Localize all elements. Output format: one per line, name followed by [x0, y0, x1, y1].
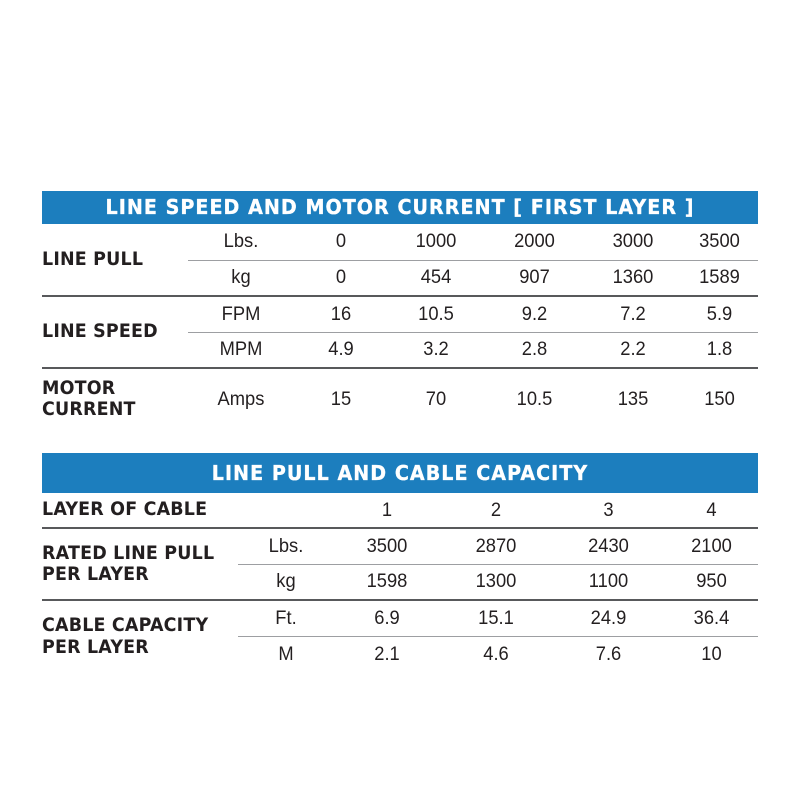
data-cell: 1598	[337, 563, 437, 600]
table-row: MPM 4.9 3.2 2.8 2.2 1.8	[42, 331, 758, 368]
data-cell: 7.6	[555, 635, 662, 672]
table-2-title: LINE PULL AND CABLE CAPACITY	[67, 453, 733, 493]
data-cell: 1	[381, 498, 393, 521]
table-row: LINE PULL Lbs. 0 1000 2000 3000 3500	[42, 224, 758, 269]
data-cell: 4.9	[296, 331, 386, 368]
table-row: kg 1598 1300 1100 950	[42, 563, 758, 600]
data-cell: 0	[296, 259, 386, 296]
data-cell: 1589	[683, 259, 756, 296]
unit-cell	[241, 493, 331, 528]
unit-cell: Ft.	[240, 599, 332, 636]
data-cell: 2870	[443, 527, 549, 564]
table-line-speed-motor-current: LINE SPEED AND MOTOR CURRENT [ FIRST LAY…	[42, 191, 758, 429]
data-cell: 3500	[699, 230, 740, 253]
data-cell: 2.1	[337, 635, 437, 672]
data-cell: 2000	[514, 230, 555, 253]
unit-cell: Lbs.	[240, 527, 332, 564]
data-cell: 3500	[337, 527, 437, 564]
data-cell: 907	[487, 259, 582, 296]
data-cell: 2	[490, 498, 502, 521]
data-cell: 3.2	[390, 331, 482, 368]
table-2-body: LAYER OF CABLE 1 2 3 4 RATED LINE PULL P…	[42, 493, 758, 672]
data-cell: 70	[390, 367, 482, 429]
row-label-rated-line-pull-per-layer: RATED LINE PULL PER LAYER	[42, 527, 223, 600]
table-1-title: LINE SPEED AND MOTOR CURRENT [ FIRST LAY…	[67, 191, 733, 224]
row-label-line-pull: LINE PULL	[42, 247, 144, 270]
data-cell: 7.2	[587, 295, 679, 332]
unit-cell: FPM	[191, 295, 291, 332]
data-cell: 4.6	[443, 635, 549, 672]
data-cell: 1300	[443, 563, 549, 600]
row-label-motor-current: MOTOR CURRENT	[42, 367, 177, 429]
data-cell: 1000	[415, 230, 457, 253]
data-cell: 2430	[555, 527, 662, 564]
unit-cell: M	[240, 635, 332, 672]
data-cell: 2.2	[587, 331, 679, 368]
unit-cell: kg	[240, 563, 332, 600]
table-row: M 2.1 4.6 7.6 10	[42, 635, 758, 672]
data-cell: 10	[667, 635, 756, 672]
row-label-layer-of-cable: LAYER OF CABLE	[42, 498, 208, 521]
data-cell: 6.9	[337, 599, 437, 636]
data-cell: 454	[390, 259, 482, 296]
data-cell: 3000	[612, 230, 654, 253]
data-cell: 1360	[587, 259, 679, 296]
data-cell: 15	[296, 367, 386, 429]
data-cell: 0	[335, 230, 347, 253]
data-cell: 5.9	[683, 295, 756, 332]
table-row: MOTOR CURRENT Amps 15 70 10.5 135 150	[42, 367, 758, 429]
table-2-header-bar: LINE PULL AND CABLE CAPACITY	[42, 453, 758, 493]
row-label-line-speed: LINE SPEED	[42, 295, 177, 368]
table-row: LINE SPEED FPM 16 10.5 9.2 7.2 5.9	[42, 295, 758, 368]
specification-tables: LINE SPEED AND MOTOR CURRENT [ FIRST LAY…	[42, 191, 758, 672]
table-row: kg 0 454 907 1360 1589	[42, 259, 758, 296]
table-line-pull-cable-capacity: LINE PULL AND CABLE CAPACITY LAYER OF CA…	[42, 453, 758, 672]
unit-cell: kg	[191, 259, 291, 296]
unit-cell: Lbs.	[223, 230, 259, 253]
data-cell: 2100	[667, 527, 756, 564]
data-cell: 10.5	[487, 367, 582, 429]
data-cell: 24.9	[555, 599, 662, 636]
unit-cell: MPM	[191, 331, 291, 368]
data-cell: 150	[683, 367, 756, 429]
table-row: LAYER OF CABLE 1 2 3 4	[42, 493, 758, 528]
data-cell: 36.4	[667, 599, 756, 636]
data-cell: 10.5	[390, 295, 482, 332]
data-cell: 3	[603, 498, 614, 521]
row-label-cable-capacity-per-layer: CABLE CAPACITY PER LAYER	[42, 599, 223, 672]
data-cell: 9.2	[487, 295, 582, 332]
data-cell: 4	[706, 498, 717, 521]
unit-cell: Amps	[191, 367, 291, 429]
data-cell: 15.1	[443, 599, 549, 636]
data-cell: 2.8	[487, 331, 582, 368]
table-1-header-bar: LINE SPEED AND MOTOR CURRENT [ FIRST LAY…	[42, 191, 758, 224]
table-spacer	[42, 429, 758, 453]
table-row: RATED LINE PULL PER LAYER Lbs. 3500 2870…	[42, 527, 758, 600]
table-row: CABLE CAPACITY PER LAYER Ft. 6.9 15.1 24…	[42, 599, 758, 672]
data-cell: 1.8	[683, 331, 756, 368]
data-cell: 950	[667, 563, 756, 600]
table-1-body: LINE PULL Lbs. 0 1000 2000 3000 3500 kg …	[42, 224, 758, 429]
data-cell: 1100	[555, 563, 662, 600]
data-cell: 16	[296, 295, 386, 332]
data-cell: 135	[587, 367, 679, 429]
